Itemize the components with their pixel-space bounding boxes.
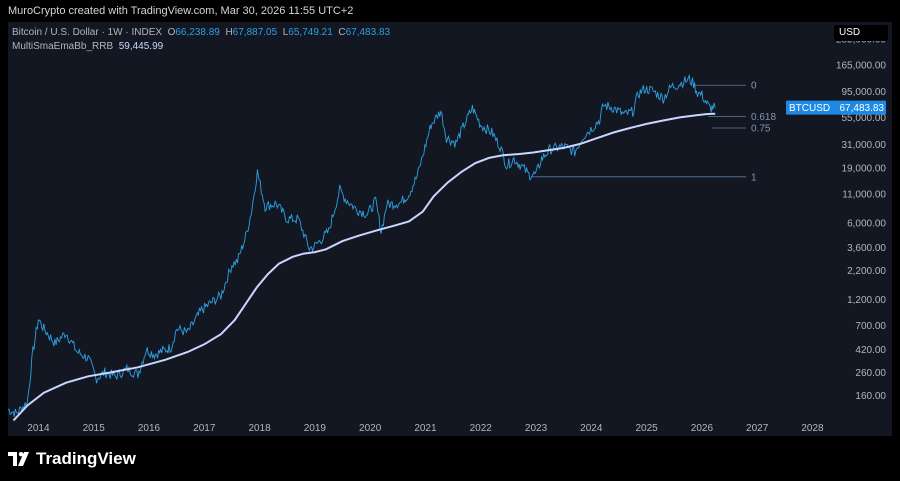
y-tick-label: 95,000.00 — [842, 87, 887, 98]
legend-high-label: H — [225, 27, 233, 38]
y-tick-label: 2,200.00 — [847, 266, 886, 277]
x-tick-label: 2026 — [691, 423, 714, 434]
currency-button[interactable]: USD — [834, 25, 888, 41]
x-tick-label: 2019 — [304, 423, 327, 434]
chart-legend: Bitcoin / U.S. Dollar · 1W · INDEX O66,2… — [12, 26, 390, 54]
ma-series-line — [12, 112, 716, 422]
price-tag-symbol: BTCUSD — [789, 103, 830, 114]
legend-open-label: O — [167, 27, 176, 38]
legend-close: 67,483.83 — [345, 27, 391, 38]
legend-low-label: L — [282, 27, 289, 38]
price-series-line — [8, 73, 716, 417]
x-tick-label: 2020 — [359, 423, 382, 434]
y-tick-label: 165,000.00 — [836, 61, 886, 72]
y-tick-label: 19,000.00 — [842, 164, 887, 175]
price-tag-value: 67,483.83 — [840, 103, 885, 114]
x-tick-label: 2022 — [470, 423, 493, 434]
y-tick-label: 55,000.00 — [842, 113, 887, 124]
legend-indicator-row: MultiSmaEmaBb_RRB 59,445.99 — [12, 40, 390, 54]
x-tick-label: 2018 — [248, 423, 271, 434]
legend-symbol-row: Bitcoin / U.S. Dollar · 1W · INDEX O66,2… — [12, 26, 390, 40]
legend-indicator-value: 59,445.99 — [118, 41, 164, 52]
x-tick-label: 2016 — [138, 423, 161, 434]
header-text: MuroCrypto created with TradingView.com,… — [8, 5, 354, 17]
legend-high: 67,887.05 — [232, 27, 278, 38]
x-tick-label: 2025 — [635, 423, 658, 434]
y-tick-label: 260.00 — [855, 368, 886, 379]
price-tag-box — [786, 100, 886, 115]
x-tick-label: 2024 — [580, 423, 603, 434]
x-tick-label: 2028 — [801, 423, 824, 434]
legend-low: 65,749.21 — [288, 27, 333, 38]
y-tick-label: 160.00 — [855, 391, 886, 402]
legend-close-label: C — [338, 27, 346, 38]
y-tick-label: 11,000.00 — [842, 190, 886, 201]
y-tick-label: 1,200.00 — [847, 295, 886, 306]
legend-open: 66,238.89 — [175, 27, 220, 38]
y-tick-label: 420.00 — [855, 345, 886, 356]
x-tick-label: 2015 — [83, 423, 106, 434]
fib-level-label: 0 — [751, 81, 757, 92]
y-tick-label: 6,000.00 — [847, 218, 886, 229]
x-tick-label: 2027 — [746, 423, 769, 434]
fib-level-label: 1 — [751, 172, 757, 183]
legend-symbol[interactable]: Bitcoin / U.S. Dollar · 1W · INDEX — [12, 27, 163, 38]
fib-level-label: 0.618 — [751, 112, 776, 123]
tradingview-logo-icon — [8, 452, 29, 466]
chart-svg[interactable]: 2014 2015 2016 2017 2018 2019 2020 2021 2022 2023… — [8, 22, 892, 436]
footer-brand-text: TradingView — [36, 449, 136, 468]
x-tick-label: 2023 — [525, 423, 548, 434]
x-tick-label: 2014 — [27, 423, 50, 434]
y-tick-label: 700.00 — [855, 321, 886, 332]
chart-panel[interactable]: Bitcoin / U.S. Dollar · 1W · INDEX O66,2… — [8, 22, 892, 436]
x-tick-label: 2017 — [193, 423, 216, 434]
y-tick-label: 31,000.00 — [842, 140, 887, 151]
y-tick-label: 3,600.00 — [847, 243, 886, 254]
fib-level-label: 0.75 — [751, 123, 771, 134]
top-header: MuroCrypto created with TradingView.com,… — [0, 0, 900, 22]
legend-indicator-name[interactable]: MultiSmaEmaBb_RRB — [12, 41, 114, 52]
x-tick-label: 2021 — [414, 423, 437, 434]
